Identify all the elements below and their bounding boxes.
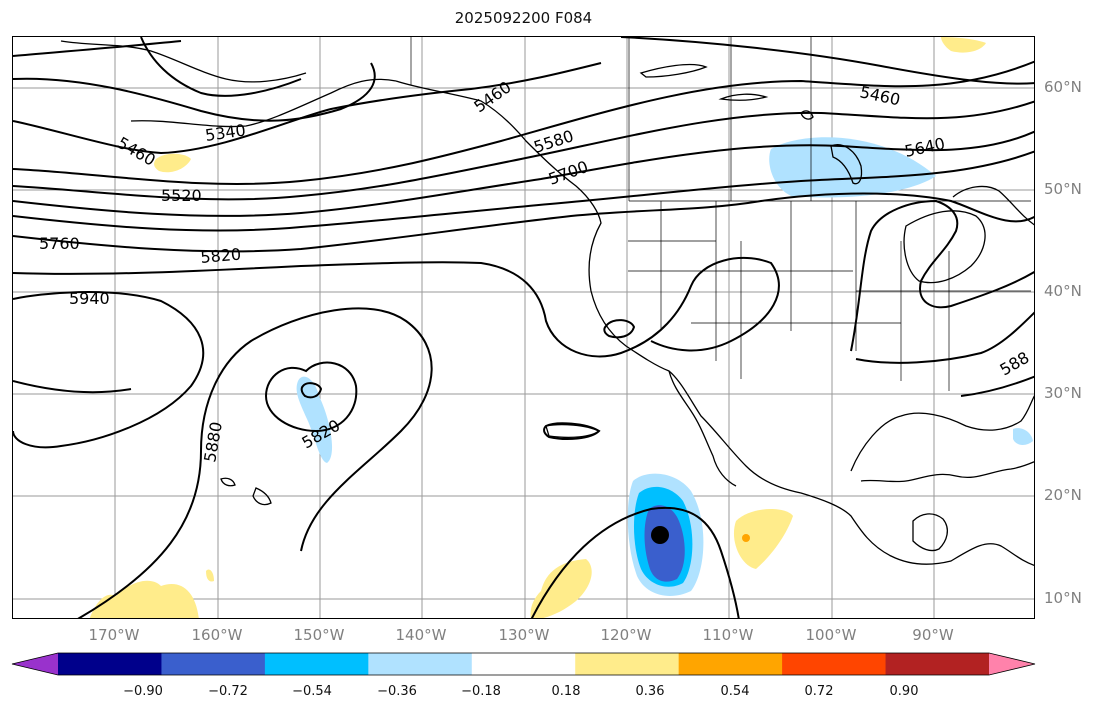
lat-label: 20°N	[1044, 486, 1082, 504]
lon-label: 100°W	[805, 626, 857, 644]
lon-label: 90°W	[912, 626, 954, 644]
lon-label: 160°W	[191, 626, 243, 644]
colorbar-segment	[161, 653, 266, 675]
contour-label: 5340	[204, 120, 247, 144]
colorbar-outline	[11, 652, 1036, 676]
map-title: 2025092200 F084	[454, 9, 593, 27]
colorbar-tick-label: −0.18	[461, 684, 501, 699]
colorbar-tick-label: 0.72	[804, 684, 834, 699]
colorbar-segment	[678, 653, 783, 675]
lat-label: 60°N	[1044, 78, 1082, 96]
contour-label: 5880	[200, 420, 226, 463]
contour-label: 5760	[39, 234, 80, 253]
colorbar-segment	[264, 653, 369, 675]
lon-label: 140°W	[395, 626, 447, 644]
contour-label: 588	[997, 348, 1033, 380]
colorbar-tick-label: −0.54	[292, 684, 332, 699]
map-canvas: 5460 5340 5460 5520 5580 5700 5460 5640 …	[13, 37, 1034, 618]
colorbar-segment	[575, 653, 680, 675]
graticule	[13, 37, 1034, 618]
colorbar-tick-label: −0.90	[123, 684, 163, 699]
colorbar-tick-label: 0.18	[551, 684, 581, 699]
lon-label: 150°W	[293, 626, 345, 644]
contour-label: 5700	[546, 157, 591, 189]
colorbar-segment	[58, 653, 162, 675]
colorbar-tick-label: 0.90	[889, 684, 919, 699]
colorbar-tick-label: 0.54	[720, 684, 750, 699]
coastlines	[60, 40, 1034, 566]
colorbar	[11, 652, 1036, 676]
lon-label: 130°W	[498, 626, 550, 644]
colorbar-segment	[782, 653, 887, 675]
lat-label: 10°N	[1044, 589, 1082, 607]
storm-center-marker	[651, 526, 669, 544]
colorbar-extend-max	[989, 653, 1035, 675]
colorbar-segment	[368, 653, 473, 675]
colorbar-tick-label: 0.36	[635, 684, 665, 699]
colorbar-tick-label: −0.72	[208, 684, 248, 699]
colorbar-segment	[885, 653, 990, 675]
contour-label: 5640	[903, 134, 947, 161]
contour-label: 5460	[114, 133, 159, 170]
contour-label: 5520	[161, 186, 202, 205]
lat-label: 40°N	[1044, 282, 1082, 300]
lon-label: 170°W	[88, 626, 140, 644]
state-borders	[410, 37, 1031, 391]
map-panel[interactable]: 5460 5340 5460 5520 5580 5700 5460 5640 …	[12, 36, 1035, 619]
colorbar-segment	[471, 653, 576, 675]
lon-label: 120°W	[600, 626, 652, 644]
height-contours	[13, 37, 1034, 618]
colorbar-tick-label: −0.36	[377, 684, 417, 699]
lon-label: 110°W	[702, 626, 754, 644]
contour-label: 5820	[200, 245, 242, 267]
lat-label: 30°N	[1044, 384, 1082, 402]
colorbar-extend-min	[12, 653, 58, 675]
contour-label: 5940	[69, 289, 110, 308]
lat-label: 50°N	[1044, 180, 1082, 198]
